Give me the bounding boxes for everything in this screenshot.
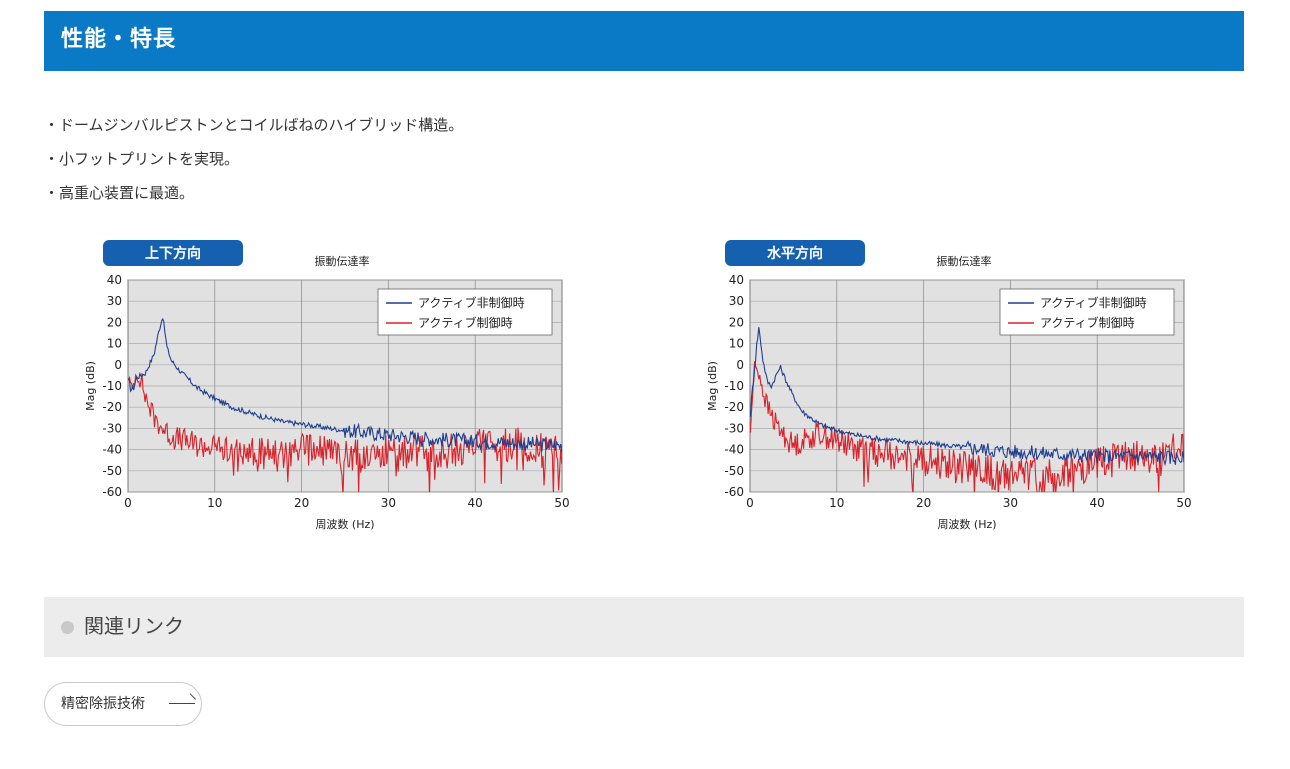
x-tick-label: 20 bbox=[294, 496, 309, 510]
x-tick-label: 40 bbox=[468, 496, 483, 510]
y-tick-label: 10 bbox=[729, 337, 744, 351]
series-uncontrolled-line bbox=[750, 327, 1184, 467]
x-tick-label: 0 bbox=[746, 496, 754, 510]
y-tick-label: -40 bbox=[102, 443, 122, 457]
legend-label: アクティブ非制御時 bbox=[1040, 295, 1147, 310]
x-axis-label: 周波数 (Hz) bbox=[937, 518, 996, 531]
y-tick-label: 10 bbox=[107, 337, 122, 351]
x-tick-label: 30 bbox=[381, 496, 396, 510]
y-tick-label: -60 bbox=[724, 485, 744, 499]
y-tick-label: 40 bbox=[107, 273, 122, 287]
x-tick-label: 30 bbox=[1003, 496, 1018, 510]
chart-vertical: 上下方向 振動伝達率 40 30 20 10 0 -10 -20 -30 -40 -50 -60 0 10 2… bbox=[84, 236, 574, 536]
y-tick-label: -30 bbox=[102, 421, 122, 435]
y-axis-label: Mag (dB) bbox=[706, 361, 719, 411]
related-links-header: 関連リンク bbox=[44, 597, 1244, 657]
feature-item: ・高重心装置に最適。 bbox=[44, 184, 195, 202]
y-tick-label: 30 bbox=[107, 294, 122, 308]
series-controlled-line bbox=[750, 361, 1184, 492]
y-tick-label: 0 bbox=[736, 358, 744, 372]
y-tick-label: -60 bbox=[102, 485, 122, 499]
y-tick-label: 40 bbox=[729, 273, 744, 287]
y-tick-label: -50 bbox=[102, 464, 122, 478]
series-controlled-line bbox=[128, 373, 562, 492]
y-tick-label: -20 bbox=[102, 400, 122, 414]
direction-tab bbox=[103, 240, 243, 266]
related-links-title: 関連リンク bbox=[84, 614, 184, 638]
direction-tab-label: 水平方向 bbox=[767, 245, 823, 262]
y-tick-label: -20 bbox=[724, 400, 744, 414]
y-tick-label: -30 bbox=[724, 421, 744, 435]
legend-box bbox=[377, 288, 553, 336]
feature-item: ・小フットプリントを実現。 bbox=[44, 150, 240, 168]
legend-label: アクティブ制御時 bbox=[418, 315, 513, 330]
x-tick-label: 40 bbox=[1090, 496, 1105, 510]
y-axis-label: Mag (dB) bbox=[84, 361, 97, 411]
x-tick-label: 50 bbox=[1176, 496, 1191, 510]
x-tick-label: 0 bbox=[124, 496, 132, 510]
chart-title: 振動伝達率 bbox=[315, 254, 370, 268]
y-tick-label: -50 bbox=[724, 464, 744, 478]
section-header: 性能・特長 bbox=[44, 11, 1244, 71]
legend-label: アクティブ非制御時 bbox=[418, 295, 525, 310]
y-tick-label: 20 bbox=[729, 315, 744, 329]
arrow-right-icon bbox=[169, 703, 195, 704]
legend-label: アクティブ制御時 bbox=[1040, 315, 1135, 330]
precision-vibration-link-button[interactable]: 精密除振技術 bbox=[44, 682, 202, 726]
y-tick-label: -10 bbox=[724, 379, 744, 393]
direction-tab bbox=[725, 240, 865, 266]
y-tick-label: -10 bbox=[102, 379, 122, 393]
x-tick-label: 20 bbox=[916, 496, 931, 510]
link-label: 精密除振技術 bbox=[61, 696, 145, 712]
feature-list: ・ドームジンバルピストンとコイルばねのハイブリッド構造。 ・小フットプリントを実… bbox=[44, 108, 463, 210]
feature-item: ・ドームジンバルピストンとコイルばねのハイブリッド構造。 bbox=[44, 116, 464, 134]
y-tick-label: 20 bbox=[107, 315, 122, 329]
bullet-dot-icon bbox=[61, 621, 74, 634]
y-tick-label: 0 bbox=[114, 358, 122, 372]
legend-box bbox=[999, 288, 1175, 336]
chart-title: 振動伝達率 bbox=[937, 254, 992, 268]
section-title: 性能・特長 bbox=[61, 27, 177, 52]
x-tick-label: 10 bbox=[207, 496, 222, 510]
y-tick-label: 30 bbox=[729, 294, 744, 308]
x-tick-label: 10 bbox=[829, 496, 844, 510]
direction-tab-label: 上下方向 bbox=[145, 245, 201, 262]
x-tick-label: 50 bbox=[554, 496, 569, 510]
chart-horizontal: 水平方向 振動伝達率 40 30 20 10 0 -10 -20 -30 -40 -50 -60 0 10 2… bbox=[706, 236, 1196, 536]
series-uncontrolled-line bbox=[128, 317, 562, 453]
x-axis-label: 周波数 (Hz) bbox=[315, 518, 374, 531]
y-tick-label: -40 bbox=[724, 443, 744, 457]
